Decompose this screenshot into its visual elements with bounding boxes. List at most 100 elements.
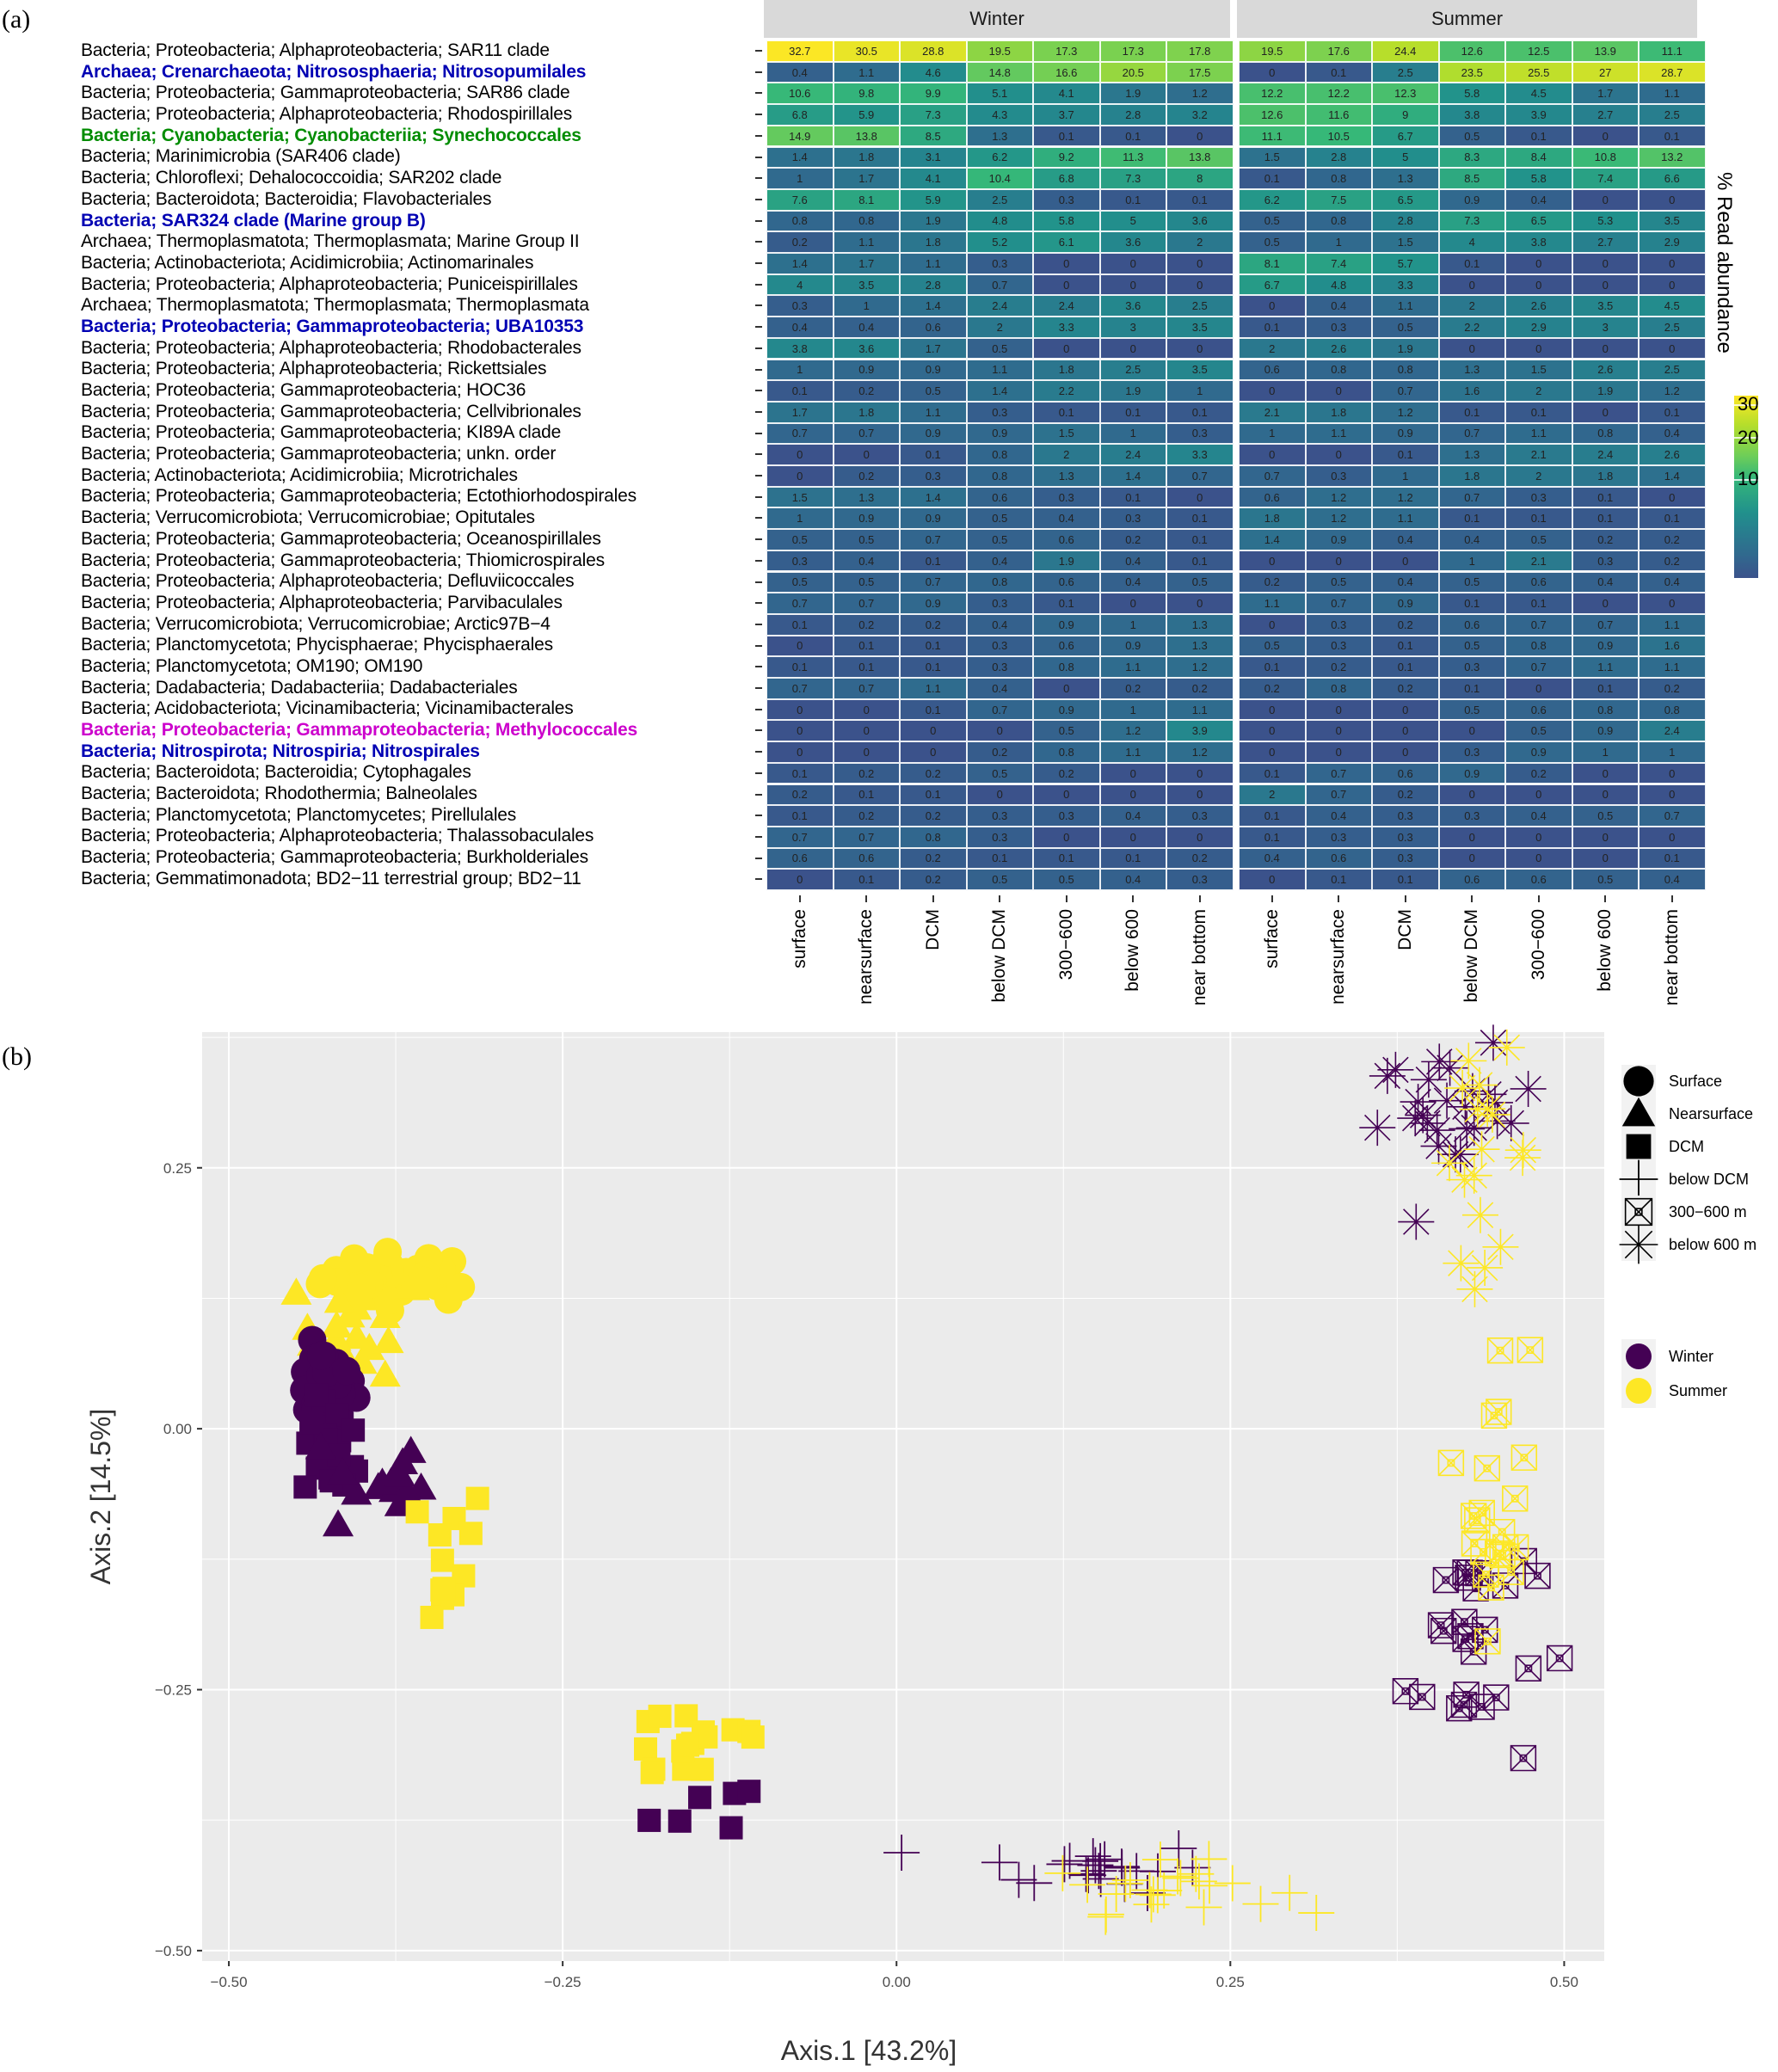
heatmap-cell-summer: 8.4 [1505, 146, 1572, 169]
heatmap-cell-summer: 0.6 [1438, 613, 1505, 636]
heatmap-cell-summer: 1.7 [1572, 83, 1639, 105]
heatmap-cell-summer: 0 [1305, 550, 1372, 572]
point-asterisk-winter [1429, 1082, 1466, 1119]
heatmap-cell-summer: 1.2 [1372, 401, 1439, 423]
heatmap-cell-winter: 1.8 [833, 401, 900, 423]
heatmap-cell-summer: 0 [1505, 784, 1572, 806]
heatmap-cell-winter: 1.7 [833, 253, 900, 274]
heatmap-cell-winter: 0.3 [966, 805, 1033, 827]
row-label: Archaea; Crenarchaeota; Nitrososphaeria;… [81, 61, 587, 82]
heatmap-cell-summer: 6.5 [1505, 210, 1572, 232]
heatmap-cell-winter: 0 [1166, 762, 1234, 784]
heatmap-cell-summer: 7.4 [1572, 168, 1639, 189]
heatmap-cell-winter: 0.3 [1166, 805, 1234, 827]
heatmap-cell-summer: 3.8 [1438, 104, 1505, 126]
heatmap-cell-winter: 3.7 [1033, 104, 1100, 126]
heatmap-cell-summer: 2.6 [1639, 444, 1706, 465]
heatmap-cell-winter: 0 [1099, 337, 1166, 360]
point-boxed-x-winter [1409, 1683, 1436, 1711]
column-tick [1604, 895, 1607, 902]
heatmap-cell-winter: 0.4 [833, 550, 900, 572]
point-boxed-x-winter [1457, 1623, 1484, 1650]
row-label: Bacteria; Proteobacteria; Gammaproteobac… [81, 444, 557, 464]
point-asterisk-winter [1400, 1084, 1437, 1121]
heatmap-cell-summer: 0.1 [1438, 507, 1505, 530]
heatmap-cell-summer: 0.1 [1239, 805, 1306, 827]
heatmap-cell-summer: 0 [1572, 784, 1639, 806]
heatmap-cell-winter: 1.3 [1166, 635, 1234, 657]
heatmap-cell-summer: 0 [1239, 720, 1306, 742]
heatmap-cell-summer: 2.4 [1639, 720, 1706, 742]
point-square-winter [293, 1475, 317, 1499]
legend-surface-icon [1623, 1066, 1654, 1097]
point-triangle-summer [369, 1359, 401, 1387]
row-tick [755, 198, 762, 200]
heatmap-cell-winter: 0 [900, 720, 967, 742]
heatmap-cell-summer: 0.4 [1372, 571, 1439, 593]
heatmap-cell-winter: 5.9 [900, 188, 967, 211]
heatmap-cell-summer: 0.5 [1372, 317, 1439, 338]
heatmap-cell-summer: 0.3 [1372, 805, 1439, 827]
heatmap-cell-summer: 0.3 [1438, 656, 1505, 678]
heatmap-cell-winter: 1.9 [1099, 380, 1166, 402]
point-boxed-x-winter [1462, 1575, 1489, 1602]
heatmap-cell-winter: 0.1 [1033, 847, 1100, 870]
heatmap-cell-summer: 7.5 [1305, 188, 1372, 211]
heatmap-cell-summer: 5.3 [1572, 210, 1639, 232]
row-label: Bacteria; Planctomycetota; Phycisphaerae… [81, 635, 553, 655]
heatmap-cell-summer: 1 [1305, 231, 1372, 253]
heatmap-cell-summer: 0.5 [1239, 231, 1306, 253]
row-label: Bacteria; Planctomycetota; OM190; OM190 [81, 655, 423, 676]
point-asterisk-winter [1479, 1103, 1516, 1140]
heatmap-cell-summer: 0.1 [1438, 678, 1505, 699]
legend-belowdcm-icon [1619, 1159, 1658, 1199]
heatmap-cell-winter: 1.1 [1099, 741, 1166, 763]
heatmap-cell-winter: 3.5 [833, 274, 900, 296]
heatmap-cell-winter: 2.5 [1166, 295, 1234, 317]
heatmap-cell-winter: 1.3 [966, 125, 1033, 147]
heatmap-cell-winter: 0.4 [966, 613, 1033, 636]
colorbar-title: % Read abundance [1713, 172, 1736, 354]
row-tick [755, 602, 762, 605]
heatmap-cell-summer: 0 [1239, 869, 1306, 890]
heatmap-cell-winter: 0.1 [1099, 401, 1166, 423]
heatmap-cell-winter: 3.6 [833, 337, 900, 360]
point-asterisk-winter [1369, 1057, 1406, 1094]
heatmap-cell-winter: 0.9 [833, 359, 900, 381]
point-square-summer [465, 1486, 489, 1510]
heatmap-cell-winter: 0 [1033, 784, 1100, 806]
heatmap-cell-summer: 0.5 [1438, 125, 1505, 147]
heatmap-cell-summer: 0.9 [1305, 529, 1372, 550]
heatmap-cell-winter: 0.7 [766, 826, 834, 848]
point-asterisk-winter [1420, 1128, 1457, 1165]
heatmap-cell-summer: 0.6 [1305, 847, 1372, 870]
heatmap-cell-summer: 0.5 [1505, 720, 1572, 742]
heatmap-cell-summer: 0.7 [1438, 486, 1505, 508]
column-label: below DCM [1461, 909, 1482, 1003]
heatmap-cell-summer: 0.7 [1305, 784, 1372, 806]
heatmap-cell-winter: 0.1 [1099, 125, 1166, 147]
point-asterisk-summer [1456, 1270, 1493, 1307]
heatmap-cell-summer: 2 [1505, 465, 1572, 487]
y-tick-label: 0.25 [163, 1160, 192, 1177]
heatmap-cell-winter: 0 [833, 444, 900, 465]
point-boxed-x-summer [1468, 1499, 1495, 1527]
heatmap-cell-summer: 0 [1505, 274, 1572, 296]
heatmap-cell-summer: 2 [1505, 380, 1572, 402]
heatmap-cell-summer: 0.6 [1505, 869, 1572, 890]
heatmap-cell-summer: 11.1 [1239, 125, 1306, 147]
heatmap-cell-summer: 0.3 [1305, 465, 1372, 487]
heatmap-cell-summer: 0.3 [1305, 317, 1372, 338]
heatmap-cell-summer: 28.7 [1639, 61, 1706, 83]
heatmap-cell-winter: 0.3 [1033, 805, 1100, 827]
heatmap-cell-summer: 17.6 [1305, 40, 1372, 62]
heatmap-cell-summer: 1.9 [1372, 337, 1439, 360]
heatmap-cell-winter: 1.9 [1099, 83, 1166, 105]
heatmap-cell-winter: 0 [1166, 593, 1234, 614]
heatmap-cell-summer: 0 [1239, 444, 1306, 465]
heatmap-cell-summer: 0 [1639, 784, 1706, 806]
heatmap-cell-summer: 0 [1572, 253, 1639, 274]
heatmap-cell-summer: 6.2 [1239, 188, 1306, 211]
heatmap-cell-summer: 0.2 [1372, 678, 1439, 699]
heatmap-cell-summer: 1.4 [1639, 465, 1706, 487]
